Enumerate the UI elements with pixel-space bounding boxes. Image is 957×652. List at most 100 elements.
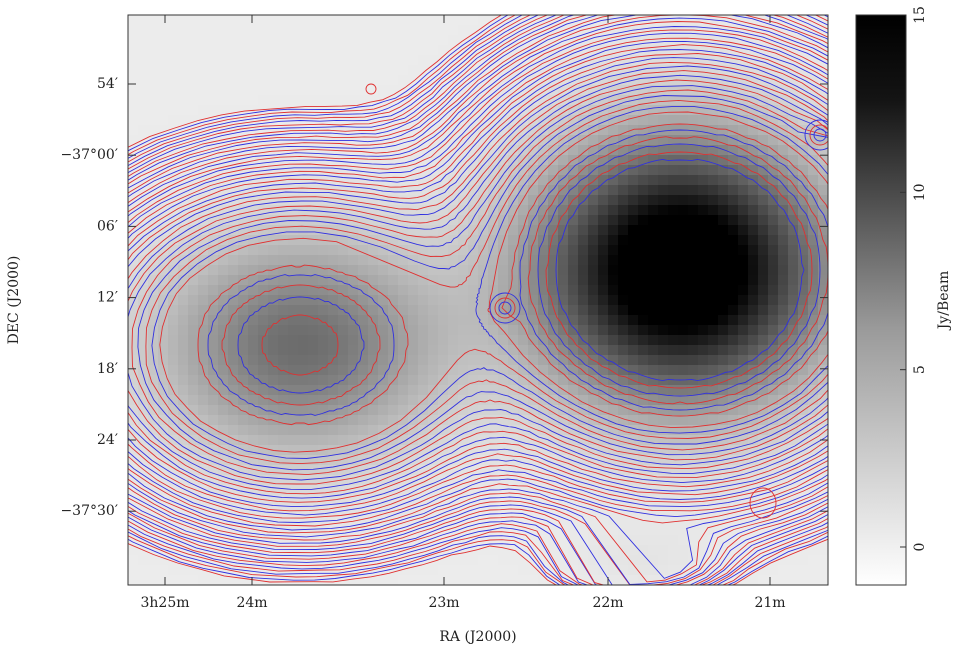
pixel bbox=[608, 565, 619, 576]
pixel bbox=[658, 265, 669, 276]
pixel bbox=[338, 275, 349, 286]
pixel bbox=[318, 255, 329, 266]
pixel bbox=[388, 445, 399, 456]
pixel bbox=[138, 125, 149, 136]
pixel bbox=[708, 245, 719, 256]
pixel bbox=[208, 535, 219, 546]
pixel bbox=[718, 425, 729, 436]
pixel bbox=[498, 435, 509, 446]
pixel bbox=[448, 575, 459, 585]
pixel bbox=[348, 405, 359, 416]
pixel bbox=[728, 545, 739, 556]
pixel bbox=[338, 415, 349, 426]
pixel bbox=[678, 235, 689, 246]
pixel bbox=[798, 165, 809, 176]
pixel bbox=[618, 45, 629, 56]
pixel bbox=[638, 225, 649, 236]
pixel bbox=[518, 135, 529, 146]
pixel bbox=[358, 145, 369, 156]
pixel bbox=[158, 505, 169, 516]
pixel bbox=[528, 565, 539, 576]
pixel bbox=[668, 135, 679, 146]
pixel bbox=[688, 305, 699, 316]
pixel bbox=[708, 165, 719, 176]
pixel bbox=[128, 35, 139, 46]
pixel bbox=[418, 285, 429, 296]
pixel bbox=[678, 525, 689, 536]
pixel bbox=[438, 25, 449, 36]
pixel bbox=[768, 335, 779, 346]
pixel bbox=[718, 125, 729, 136]
pixel bbox=[608, 435, 619, 446]
pixel bbox=[658, 355, 669, 366]
pixel bbox=[768, 215, 779, 226]
pixel bbox=[268, 525, 279, 536]
pixel bbox=[398, 75, 409, 86]
pixel bbox=[758, 395, 769, 406]
pixel bbox=[158, 535, 169, 546]
pixel bbox=[798, 345, 809, 356]
pixel bbox=[268, 195, 279, 206]
pixel bbox=[138, 475, 149, 486]
pixel bbox=[148, 445, 159, 456]
pixel bbox=[788, 565, 799, 576]
pixel bbox=[458, 55, 469, 66]
pixel bbox=[648, 55, 659, 66]
pixel bbox=[478, 485, 489, 496]
pixel bbox=[588, 135, 599, 146]
pixel bbox=[228, 265, 239, 276]
pixel bbox=[658, 85, 669, 96]
pixel bbox=[578, 35, 589, 46]
pixel bbox=[168, 325, 179, 336]
pixel bbox=[548, 235, 559, 246]
pixel bbox=[818, 35, 828, 46]
pixel bbox=[538, 565, 549, 576]
pixel bbox=[638, 235, 649, 246]
pixel bbox=[498, 75, 509, 86]
pixel bbox=[748, 505, 759, 516]
pixel bbox=[508, 355, 519, 366]
pixel bbox=[128, 405, 139, 416]
pixel bbox=[778, 175, 789, 186]
pixel bbox=[168, 315, 179, 326]
pixel bbox=[288, 475, 299, 486]
pixel bbox=[588, 495, 599, 506]
pixel bbox=[218, 235, 229, 246]
pixel bbox=[408, 285, 419, 296]
pixel bbox=[648, 215, 659, 226]
pixel bbox=[758, 315, 769, 326]
pixel bbox=[768, 225, 779, 236]
pixel bbox=[758, 175, 769, 186]
pixel bbox=[598, 85, 609, 96]
pixel bbox=[658, 285, 669, 296]
pixel bbox=[548, 275, 559, 286]
pixel bbox=[218, 125, 229, 136]
pixel bbox=[188, 325, 199, 336]
pixel bbox=[238, 45, 249, 56]
pixel bbox=[768, 185, 779, 196]
pixel bbox=[258, 335, 269, 346]
pixel bbox=[468, 385, 479, 396]
pixel bbox=[218, 525, 229, 536]
pixel bbox=[688, 565, 699, 576]
pixel bbox=[448, 105, 459, 116]
pixel bbox=[308, 425, 319, 436]
pixel bbox=[218, 195, 229, 206]
pixel bbox=[448, 545, 459, 556]
pixel bbox=[478, 575, 489, 585]
pixel bbox=[428, 575, 439, 585]
pixel bbox=[208, 425, 219, 436]
pixel bbox=[578, 95, 589, 106]
pixel bbox=[638, 415, 649, 426]
pixel bbox=[708, 565, 719, 576]
pixel bbox=[218, 135, 229, 146]
pixel bbox=[748, 215, 759, 226]
pixel bbox=[468, 285, 479, 296]
pixel bbox=[728, 75, 739, 86]
pixel bbox=[328, 245, 339, 256]
pixel bbox=[418, 245, 429, 256]
pixel bbox=[608, 375, 619, 386]
pixel bbox=[498, 505, 509, 516]
contours bbox=[128, 15, 828, 585]
contour bbox=[128, 57, 828, 499]
